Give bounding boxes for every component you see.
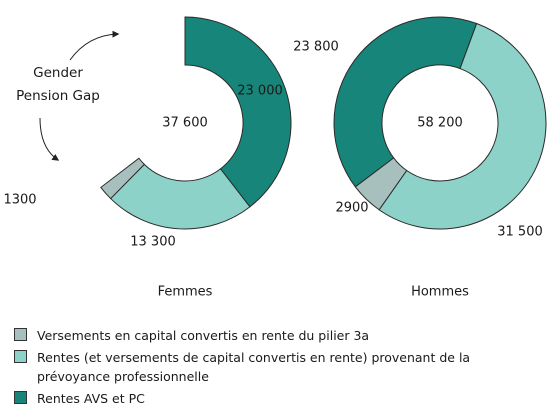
center-label: 58 200 xyxy=(417,116,463,131)
data-label: 31 500 xyxy=(497,225,543,240)
annotation: Pension Gap xyxy=(16,88,100,104)
arrow xyxy=(39,117,60,161)
legend-swatch xyxy=(14,328,27,341)
pie-slice xyxy=(354,157,408,211)
legend: Versements en capital convertis en rente… xyxy=(14,326,534,411)
pie-slice xyxy=(184,16,292,208)
legend-label: Rentes (et versements de capital convert… xyxy=(37,350,471,384)
legend-swatch xyxy=(14,391,27,404)
chart-title: Femmes xyxy=(158,285,213,300)
data-label: 1300 xyxy=(3,193,36,208)
legend-item: Versements en capital convertis en rente… xyxy=(14,326,534,345)
pie-slice xyxy=(378,22,547,230)
legend-swatch xyxy=(14,350,27,363)
data-label: 23 800 xyxy=(293,40,339,55)
data-label: 2900 xyxy=(335,201,368,216)
legend-label: Rentes AVS et PC xyxy=(37,391,145,406)
legend-item: Rentes (et versements de capital convert… xyxy=(14,348,534,386)
arrow xyxy=(69,30,120,61)
chart: 23 000 13 300 1300 37 600 Femmes Gender Pensio… xyxy=(3,16,547,300)
legend-label: Versements en capital convertis en rente… xyxy=(37,328,370,343)
data-label: 23 000 xyxy=(237,84,283,99)
chart-title: Hommes xyxy=(411,285,469,300)
legend-item: Rentes AVS et PC xyxy=(14,389,534,408)
data-label: 13 300 xyxy=(130,235,176,250)
annotation: Gender xyxy=(33,65,83,81)
pie-slice xyxy=(333,16,478,188)
pie-slice xyxy=(100,157,146,200)
center-label: 37 600 xyxy=(162,116,208,131)
